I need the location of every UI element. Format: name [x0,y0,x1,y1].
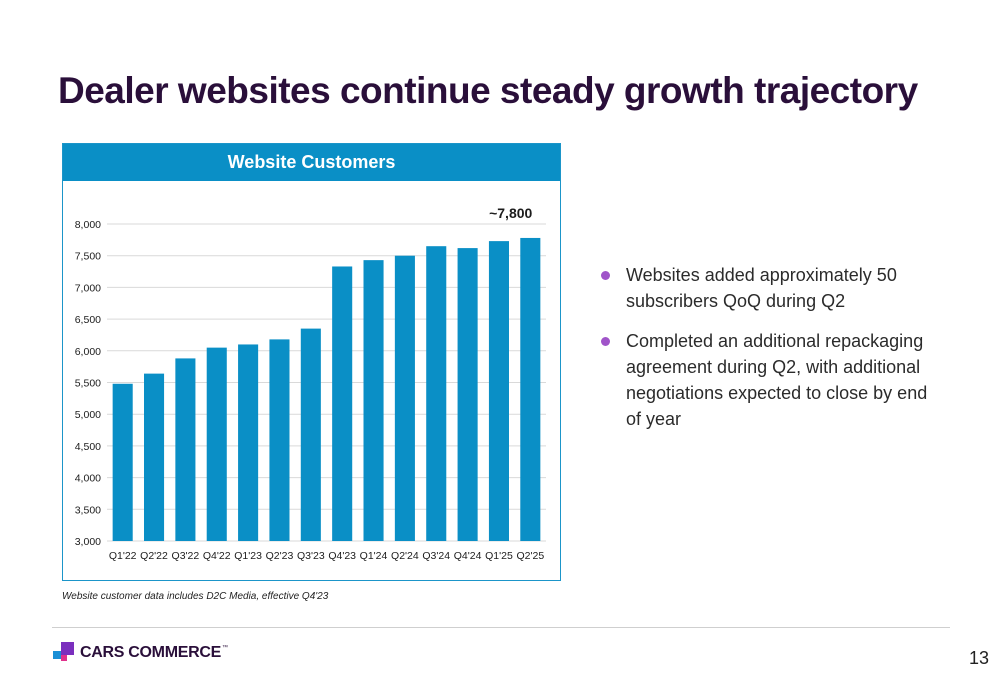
bullet-item: Completed an additional repackaging agre… [601,328,946,432]
x-tick-label: Q1'23 [234,550,262,562]
chart-title: Website Customers [63,144,560,181]
y-tick-label: 6,500 [75,314,101,326]
logo-square-pink [61,655,67,661]
bar [426,246,447,541]
y-tick-label: 7,500 [75,251,101,263]
x-tick-label: Q4'22 [203,550,231,562]
y-tick-label: 6,000 [75,346,101,358]
page-number: 13 [969,648,990,668]
x-tick-label: Q2'25 [516,550,544,562]
logo-square-purple [61,642,74,655]
bar [394,255,415,541]
logo-mark-icon [53,642,75,664]
x-tick-label: Q1'25 [485,550,513,562]
y-tick-label: 8,000 [75,219,101,231]
bar [332,266,353,541]
x-tick-label: Q2'23 [266,550,294,562]
bar [206,347,227,541]
x-tick-label: Q3'23 [297,550,325,562]
logo-square-blue [53,651,61,659]
y-tick-label: 3,500 [75,504,101,516]
y-tick-label: 3,000 [75,536,101,548]
slide-title: Dealer websites continue steady growth t… [58,70,918,111]
y-tick-label: 5,500 [75,378,101,390]
bar [363,260,384,541]
x-tick-label: Q4'24 [454,550,482,562]
bar [300,328,321,541]
bullet-list: Websites added approximately 50 subscrib… [601,262,946,446]
bar-chart: 3,000 3,500 4,000 4,500 5,000 5,500 6,000 6,500… [75,205,546,562]
x-tick-label: Q1'24 [360,550,388,562]
bar [238,344,259,541]
footer-divider [52,627,950,628]
bullet-dot-icon [601,337,610,346]
logo-trademark: ™ [222,645,228,651]
footnote: Website customer data includes D2C Media… [62,591,329,602]
bar [520,237,541,541]
bar [269,339,290,541]
bullet-text: Websites added approximately 50 subscrib… [626,265,897,311]
cars-commerce-logo: CARS COMMERCE ™ [53,641,228,665]
bar [488,241,509,542]
bullet-text: Completed an additional repackaging agre… [626,331,928,429]
bar [112,383,133,541]
logo-text: CARS COMMERCE [80,644,221,661]
y-tick-label: 4,000 [75,473,101,485]
x-tick-label: Q1'22 [109,550,137,562]
bar [175,358,196,541]
x-tick-label: Q2'22 [140,550,168,562]
x-tick-label: Q2'24 [391,550,419,562]
bar [144,373,165,541]
chart-panel: Website Customers 3,000 3,500 4,000 4,500 5,… [62,143,561,581]
bullet-dot-icon [601,271,610,280]
x-tick-label: Q4'23 [328,550,356,562]
bullet-item: Websites added approximately 50 subscrib… [601,262,946,314]
y-tick-label: 5,000 [75,409,101,421]
y-tick-label: 7,000 [75,282,101,294]
y-tick-label: 4,500 [75,441,101,453]
bar [457,248,478,541]
data-label-annotation: ~7,800 [489,205,532,221]
x-tick-label: Q3'24 [422,550,450,562]
x-tick-label: Q3'22 [172,550,200,562]
